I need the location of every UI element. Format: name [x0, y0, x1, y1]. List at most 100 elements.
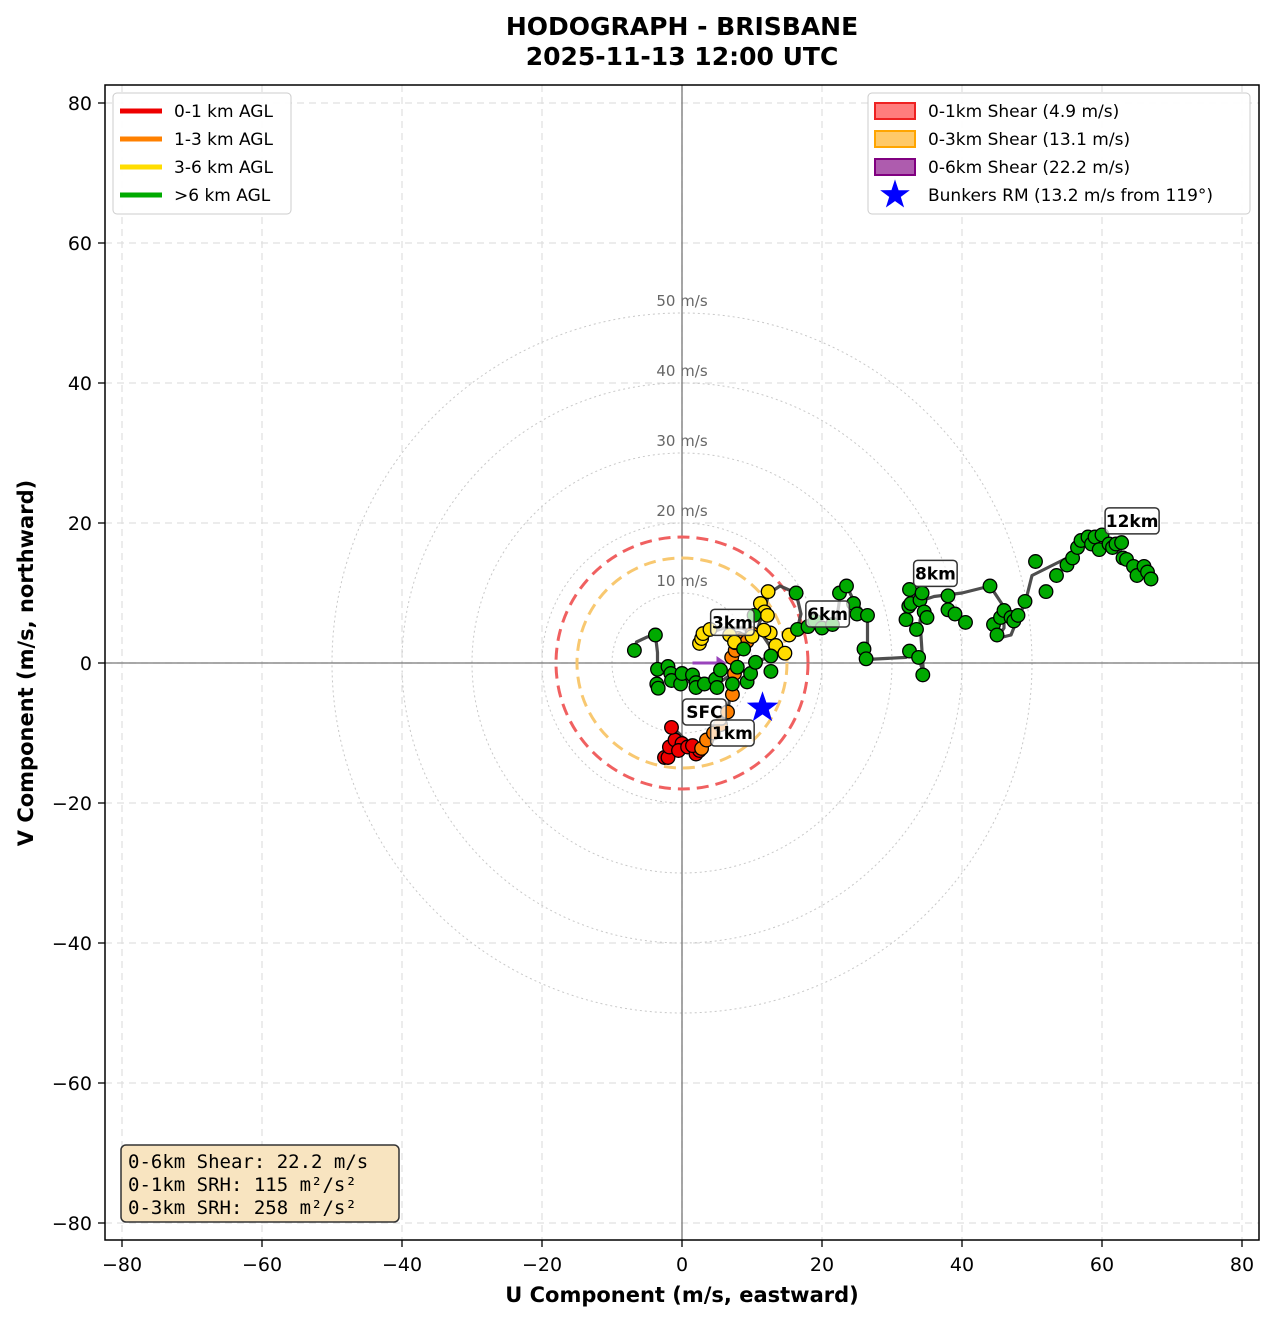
line-legend-label-1: 1-3 km AGL — [174, 130, 273, 150]
point-series-3-55 — [982, 578, 998, 594]
point-series-3-18 — [729, 659, 745, 675]
x-tick-label-6: 40 — [950, 1254, 974, 1276]
y-tick-label-2: −40 — [52, 933, 92, 955]
point-series-3-54 — [958, 614, 973, 630]
altitude-label-6km: 6km — [807, 605, 848, 625]
point-series-3-25 — [763, 663, 779, 679]
point-series-3-39 — [898, 612, 914, 628]
altitude-label-sfc: SFC — [686, 703, 722, 723]
y-tick-label-6: 40 — [68, 373, 92, 395]
x-tick-label-5: 20 — [810, 1254, 834, 1276]
shear-legend-label-3: Bunkers RM (13.2 m/s from 119°) — [928, 186, 1213, 206]
point-series-3-44 — [909, 621, 924, 637]
point-series-3-38 — [860, 607, 875, 623]
y-axis-label: V Component (m/s, northward) — [14, 480, 38, 846]
altitude-label-8km: 8km — [915, 564, 956, 584]
y-tick-label-4: 0 — [80, 653, 92, 675]
point-series-3-47 — [915, 667, 931, 683]
point-series-0-4 — [664, 719, 679, 735]
point-series-2-9 — [759, 607, 775, 623]
point-series-3-48 — [914, 585, 930, 601]
shear-legend-box — [867, 92, 1251, 215]
stats-box-background — [120, 1144, 400, 1223]
point-series-3-33 — [839, 578, 854, 594]
point-series-3-51 — [940, 588, 956, 604]
point-series-3-86 — [1143, 571, 1159, 587]
altitude-label-12km: 12km — [1106, 512, 1159, 532]
point-series-3-45 — [911, 649, 927, 665]
altitude-label-box-0 — [681, 698, 727, 726]
point-series-2-15 — [756, 622, 772, 638]
point-series-3-1 — [647, 627, 663, 643]
altitude-label-box-3 — [805, 600, 851, 628]
zero-axes — [105, 85, 1259, 1240]
point-series-3-15 — [709, 680, 725, 695]
point-series-3-24 — [763, 648, 779, 664]
altitude-label-3km: 3km — [712, 613, 753, 633]
altitude-label-box-2 — [709, 608, 755, 637]
point-series-3-0 — [626, 642, 642, 658]
x-tick-label-4: 0 — [676, 1254, 688, 1276]
stats-line-1: 0-6km Shear: 22.2 m/s — [128, 1151, 368, 1173]
point-series-3-19 — [736, 641, 752, 657]
point-series-3-57 — [989, 627, 1005, 643]
point-series-3-4 — [650, 680, 666, 696]
point-series-3-37 — [858, 651, 874, 667]
shear-legend-swatch-1 — [874, 130, 916, 148]
x-tick-label-0: −80 — [102, 1254, 142, 1276]
line-legend-label-0: 0-1 km AGL — [174, 102, 273, 122]
x-tick-label-2: −40 — [382, 1254, 422, 1276]
x-axis-label: U Component (m/s, eastward) — [505, 1283, 858, 1307]
altitude-label-1km: 1km — [712, 724, 753, 744]
chart-title-line-1: HODOGRAPH - BRISBANE — [506, 12, 858, 41]
chart-title-line-2: 2025-11-13 12:00 UTC — [526, 42, 839, 71]
point-series-3-65 — [1038, 584, 1054, 600]
point-series-3-50 — [919, 610, 935, 625]
x-tick-label-3: −20 — [522, 1254, 562, 1276]
axis-ticks: −80 −60 −40 −20 0 20 40 60 80 −80 −60 −40 −20 0 20 40 60… — [52, 93, 1254, 1276]
point-series-2-13 — [777, 645, 793, 661]
shear-legend: 0-1km Shear (4.9 m/s) 0-3km Shear (13.1 m… — [867, 92, 1251, 215]
line-legend-label-3: >6 km AGL — [174, 186, 271, 206]
point-series-3-22 — [748, 654, 763, 670]
y-tick-label-8: 80 — [68, 93, 92, 115]
x-tick-label-7: 60 — [1090, 1254, 1114, 1276]
altitude-label-box-5 — [1104, 507, 1160, 535]
y-tick-label-3: −20 — [52, 793, 92, 815]
shear-legend-swatch-0 — [874, 102, 916, 120]
shear-circles — [554, 535, 810, 791]
point-series-3-16 — [713, 662, 728, 678]
line-legend-label-2: 3-6 km AGL — [174, 158, 273, 178]
point-series-3-26 — [788, 585, 804, 601]
altitude-label-box-4 — [912, 559, 958, 588]
y-tick-label-0: −80 — [52, 1213, 92, 1235]
stats-box: 0-6km Shear: 22.2 m/s 0-1km SRH: 115 m²/… — [120, 1144, 400, 1223]
line-legend: 0-1 km AGL 1-3 km AGL 3-6 km AGL >6 km AGL — [112, 92, 292, 215]
point-series-3-62 — [1010, 607, 1026, 623]
line-legend-box — [112, 92, 292, 215]
stats-line-3: 0-3km SRH: 258 m²/s² — [128, 1197, 357, 1219]
point-series-3-63 — [1017, 593, 1033, 609]
point-series-3-66 — [1049, 568, 1064, 583]
altitude-label-box-1 — [709, 719, 755, 747]
shear-legend-label-0: 0-1km Shear (4.9 m/s) — [928, 102, 1119, 122]
shear-legend-star — [880, 179, 910, 208]
point-series-3-79 — [1114, 535, 1130, 551]
point-series-3-64 — [1028, 554, 1043, 569]
x-tick-label-8: 80 — [1230, 1254, 1254, 1276]
y-tick-label-7: 60 — [68, 233, 92, 255]
shear-legend-label-2: 0-6km Shear (22.2 m/s) — [928, 158, 1130, 178]
stats-line-2: 0-1km SRH: 115 m²/s² — [128, 1174, 357, 1196]
shear-circle-1 — [575, 556, 789, 770]
bunkers-rm-star — [746, 691, 779, 722]
y-tick-label-1: −60 — [52, 1073, 92, 1095]
shear-circle-0 — [554, 535, 810, 791]
point-series-3-53 — [947, 606, 963, 622]
point-series-3-17 — [724, 676, 740, 692]
shear-legend-swatch-2 — [874, 158, 916, 176]
point-series-2-10 — [760, 584, 776, 600]
x-tick-label-1: −60 — [242, 1254, 282, 1276]
